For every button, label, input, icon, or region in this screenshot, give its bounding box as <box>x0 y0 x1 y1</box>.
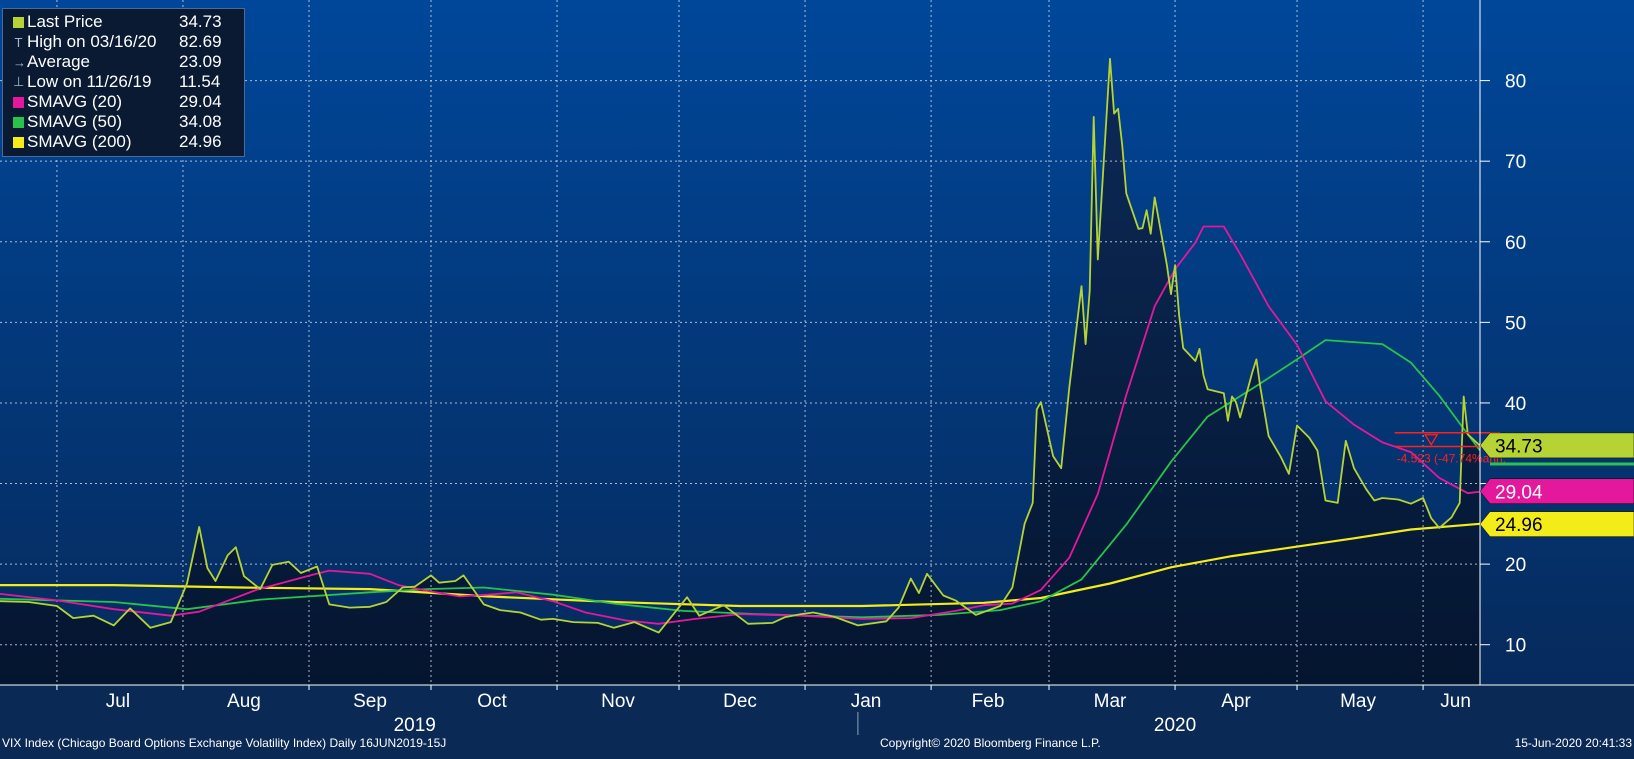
legend-value: 23.09 <box>179 52 222 71</box>
legend-value: 11.54 <box>179 72 221 91</box>
price-tag-label: 34.73 <box>1495 436 1543 457</box>
smavg-50-tag-edge <box>1490 462 1634 466</box>
y-tick-label: 70 <box>1505 152 1526 173</box>
trend-annotation-label: -4.523 (-47.74%ann. <box>1397 451 1506 465</box>
y-tick-label: 40 <box>1505 394 1526 415</box>
price-tag <box>1479 432 1634 459</box>
footer-security-description: VIX Index (Chicago Board Options Exchang… <box>2 736 447 750</box>
price-tag-label: 29.04 <box>1495 482 1543 503</box>
x-month-label: Jul <box>106 691 130 712</box>
price-tag <box>1479 511 1634 537</box>
trend-marker-icon <box>1424 434 1439 447</box>
y-tick-label: 50 <box>1505 313 1526 334</box>
legend-value: 24.96 <box>179 132 222 151</box>
y-tick-label: 80 <box>1505 72 1526 93</box>
last-price-line <box>0 57 1481 634</box>
footer-copyright: Copyright© 2020 Bloomberg Finance L.P. <box>880 736 1101 750</box>
x-month-label: Sep <box>353 691 387 712</box>
legend-row-smavg-20: SMAVG (20) 29.04 <box>5 92 244 112</box>
x-month-label: Jun <box>1440 691 1471 712</box>
y-tick-label: 20 <box>1505 555 1526 576</box>
legend-value: 34.73 <box>179 12 222 31</box>
x-month-label: May <box>1340 691 1376 712</box>
low-marker-icon: ⊥ <box>13 74 25 89</box>
legend-value: 34.08 <box>179 112 222 131</box>
legend-row-last-price: Last Price 34.73 <box>5 12 244 32</box>
smavg-200-line <box>0 522 1481 608</box>
high-marker-icon: T <box>14 34 23 50</box>
y-tick-label: 10 <box>1505 636 1526 657</box>
legend-value: 82.69 <box>179 32 222 51</box>
legend-row-average: → Average 23.09 <box>5 52 244 72</box>
y-tick-label: 60 <box>1505 233 1526 254</box>
x-month-label: Nov <box>601 691 635 712</box>
legend-row-low: ⊥ Low on 11/26/19 11.54 <box>5 72 244 92</box>
x-year-label: 2020 <box>1154 715 1196 736</box>
legend-value: 29.04 <box>179 92 222 111</box>
smavg-200-swatch <box>13 136 24 148</box>
x-month-label: Jan <box>851 691 882 712</box>
average-marker-icon: → <box>13 54 26 70</box>
footer-timestamp: 15-Jun-2020 20:41:33 <box>1514 736 1632 750</box>
legend-row-smavg-200: SMAVG (200) 24.96 <box>5 132 244 152</box>
x-month-label: Oct <box>477 691 507 712</box>
last-price-swatch <box>13 16 24 28</box>
x-month-label: Dec <box>723 691 757 712</box>
smavg-20-line <box>0 225 1481 625</box>
x-month-label: Apr <box>1221 691 1251 712</box>
legend-row-high: T High on 03/16/20 82.69 <box>5 32 244 52</box>
last-price-area <box>0 58 1480 686</box>
legend-label: SMAVG (200) <box>27 132 132 151</box>
x-month-label: Mar <box>1094 691 1127 712</box>
smavg-50-line <box>0 339 1481 619</box>
axis-band <box>0 685 1634 754</box>
x-year-label: 2019 <box>394 715 436 736</box>
legend-label: High on 03/16/20 <box>27 32 157 51</box>
price-tag <box>1479 478 1634 505</box>
legend-label: Low on 11/26/19 <box>27 72 152 91</box>
legend-label: SMAVG (20) <box>27 92 123 111</box>
legend-row-smavg-50: SMAVG (50) 34.08 <box>5 112 244 132</box>
legend-label: Average <box>27 52 91 71</box>
legend: Last Price 34.73 T High on 03/16/20 82.6… <box>2 8 245 157</box>
x-month-label: Feb <box>972 691 1005 712</box>
x-month-label: Aug <box>227 691 261 712</box>
smavg-50-swatch <box>13 116 24 128</box>
price-tag-label: 24.96 <box>1495 515 1543 536</box>
legend-label: Last Price <box>27 12 103 31</box>
legend-label: SMAVG (50) <box>27 112 123 131</box>
smavg-20-swatch <box>13 96 24 108</box>
